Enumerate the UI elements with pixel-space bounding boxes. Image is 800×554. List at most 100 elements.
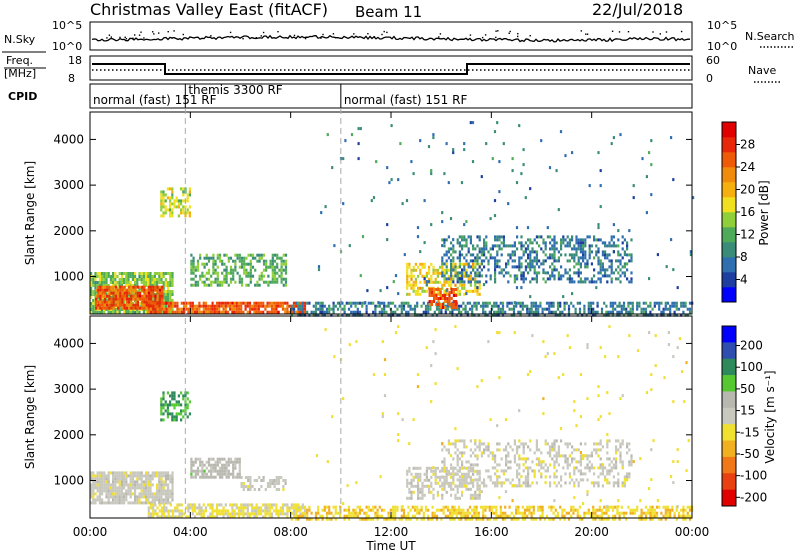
- velocity-cell: [474, 454, 477, 458]
- power-cell: [125, 300, 128, 304]
- power-cell: [478, 286, 481, 290]
- power-cell: [188, 211, 191, 215]
- power-cell: [518, 265, 521, 269]
- velocity-cell: [516, 472, 519, 476]
- power-cell: [319, 301, 322, 305]
- power-cell: [160, 202, 163, 206]
- power-cell: [103, 303, 106, 307]
- power-cell: [90, 287, 93, 290]
- velocity-cell: [164, 492, 167, 496]
- power-cell: [422, 301, 425, 305]
- velocity-cell: [238, 475, 241, 479]
- velocity-cell: [588, 460, 591, 464]
- power-cell: [452, 300, 455, 303]
- power-cell: [280, 280, 283, 284]
- velocity-cell: [169, 503, 172, 507]
- power-cell: [597, 151, 600, 155]
- power-cell: [590, 277, 593, 281]
- velocity-cell: [534, 517, 538, 521]
- power-cell: [527, 271, 530, 275]
- power-cell: [103, 297, 106, 301]
- power-cell: [377, 301, 380, 305]
- velocity-cell: [606, 445, 609, 449]
- power-cell: [582, 247, 585, 251]
- velocity-cell: [543, 517, 546, 521]
- velocity-cell: [303, 515, 307, 519]
- power-cell: [186, 199, 189, 203]
- power-cell: [445, 250, 448, 254]
- velocity-cell: [187, 503, 190, 507]
- velocity-cell: [463, 451, 466, 455]
- velocity-cell: [447, 472, 450, 476]
- velocity-cell: [495, 511, 498, 515]
- velocity-cell: [202, 512, 205, 516]
- power-cell: [535, 250, 538, 254]
- power-cell: [105, 293, 108, 296]
- velocity-cell: [394, 514, 397, 518]
- power-cell: [143, 291, 146, 295]
- power-cell: [238, 256, 241, 260]
- power-cell: [498, 235, 501, 239]
- velocity-cell: [262, 479, 265, 482]
- power-cell: [158, 275, 161, 278]
- velocity-cell: [149, 501, 152, 505]
- power-cell: [108, 306, 111, 310]
- power-cell: [134, 275, 137, 278]
- velocity-cell: [147, 515, 150, 519]
- power-cell: [192, 283, 195, 287]
- power-cell: [374, 310, 377, 314]
- velocity-cell: [114, 489, 117, 493]
- power-cell: [568, 280, 571, 284]
- velocity-cell: [229, 515, 232, 519]
- velocity-cell: [234, 457, 237, 461]
- velocity-cell: [431, 514, 434, 518]
- power-cell: [245, 262, 248, 266]
- power-cell: [512, 313, 516, 317]
- power-cell: [601, 250, 604, 254]
- power-cell: [608, 265, 611, 269]
- velocity-cell: [90, 471, 93, 475]
- power-cell: [647, 304, 650, 308]
- velocity-cell: [242, 506, 245, 510]
- power-cell: [196, 280, 200, 284]
- power-cell: [517, 301, 520, 305]
- freq-label: Freq.: [6, 54, 33, 67]
- power-cell: [533, 268, 536, 272]
- power-cell: [312, 313, 315, 317]
- velocity-cell: [546, 451, 549, 455]
- power-cell: [169, 293, 172, 296]
- power-cell: [212, 265, 215, 269]
- power-cell: [435, 288, 438, 291]
- power-cell: [209, 307, 212, 311]
- power-cell: [568, 244, 571, 248]
- power-cell: [563, 307, 566, 311]
- power-cell: [443, 280, 446, 284]
- power-cell: [502, 238, 505, 242]
- power-cell: [482, 283, 486, 287]
- power-cell: [401, 202, 404, 206]
- velocity-cell: [518, 445, 521, 449]
- velocity-cell: [518, 478, 521, 482]
- nsky-dot: [508, 32, 510, 34]
- velocity-cell: [466, 514, 469, 518]
- velocity-cell: [125, 477, 128, 481]
- power-cell: [112, 281, 115, 284]
- velocity-cell: [587, 511, 590, 515]
- velocity-cell: [227, 463, 230, 467]
- power-cell: [271, 268, 274, 272]
- velocity-cell: [473, 508, 476, 512]
- power-cell: [212, 256, 215, 260]
- power-cell: [180, 187, 183, 191]
- power-cell: [538, 235, 541, 239]
- power-cell: [441, 306, 444, 309]
- power-cell: [400, 307, 403, 311]
- velocity-cell: [550, 517, 553, 521]
- power-cell: [145, 311, 148, 314]
- velocity-cell: [306, 517, 309, 521]
- power-cell: [448, 300, 451, 303]
- power-cell: [603, 313, 606, 317]
- velocity-cell: [306, 511, 309, 515]
- power-cell: [249, 262, 252, 266]
- velocity-cell: [394, 505, 397, 509]
